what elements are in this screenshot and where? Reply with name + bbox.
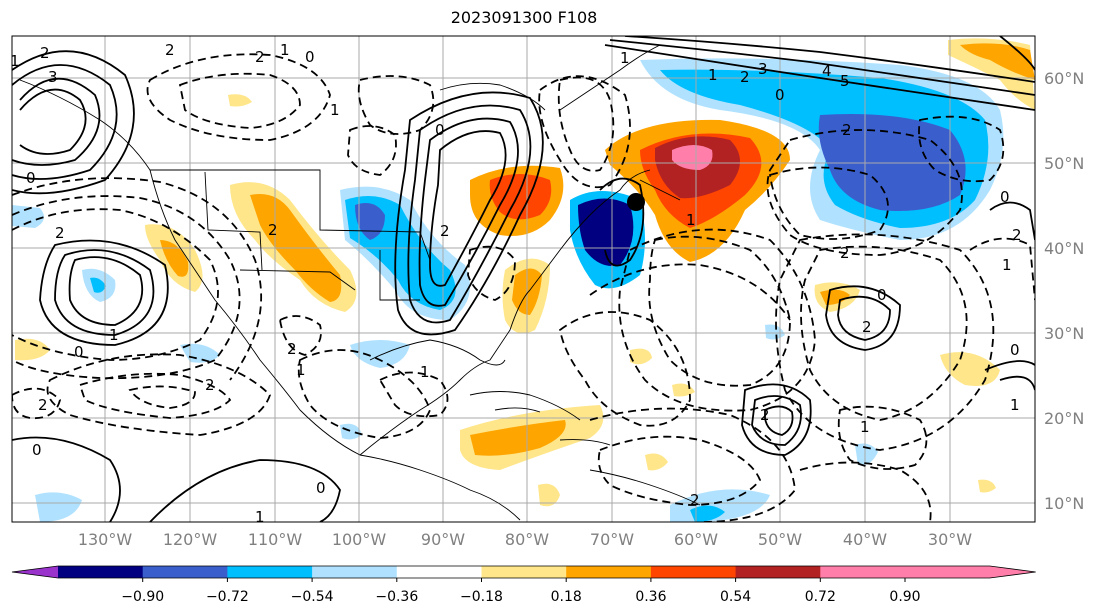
lon-label: 30°W: [928, 530, 972, 549]
colorbar-tick-label: 0.90: [889, 589, 920, 605]
lat-label: 20°N: [1044, 409, 1084, 428]
contour-label: 2: [255, 48, 265, 66]
latitude-labels: 60°N 50°N 40°N 30°N 20°N 10°N: [1044, 69, 1084, 513]
lon-label: 120°W: [163, 530, 218, 549]
lat-label: 10°N: [1044, 494, 1084, 513]
contour-label: 2: [287, 340, 297, 358]
contour-label: 1: [109, 326, 119, 344]
contour-label: 2: [268, 221, 278, 239]
contour-label-group: 2 3 2 1 0 1 2 3 4 5 0 1 1 2 2 2 0 1 2 2 …: [10, 41, 1022, 526]
contour-label: 1: [296, 361, 306, 379]
contour-label: 0: [26, 169, 36, 187]
lon-label: 110°W: [248, 530, 303, 549]
contour-label: 2: [440, 222, 450, 240]
contour-label: 1: [255, 508, 265, 526]
contour-label: 2: [165, 41, 175, 59]
colorbar-extend-high: [989, 566, 1036, 578]
contour-label: 3: [758, 60, 768, 78]
lon-label: 100°W: [332, 530, 387, 549]
colorbar-tick-label: 0.36: [635, 589, 666, 605]
coastlines: [19, 44, 701, 521]
lat-label: 30°N: [1044, 324, 1084, 343]
lat-label: 40°N: [1044, 239, 1084, 258]
map-title: 2023091300 F108: [450, 8, 598, 27]
contour-label: 0: [316, 479, 326, 497]
colorbar-tick-label: −0.90: [121, 589, 164, 605]
contour-label: 0: [1000, 188, 1010, 206]
contour-label: 2: [55, 224, 65, 242]
colorbar-bin: [142, 566, 228, 578]
colorbar-bin: [820, 566, 906, 578]
colorbar-bin: [58, 566, 144, 578]
colorbar-bin: [650, 566, 737, 578]
contour-label: 0: [305, 48, 315, 66]
contour-label: 2: [38, 396, 48, 414]
lon-label: 80°W: [505, 530, 549, 549]
lon-label: 90°W: [421, 530, 465, 549]
colorbar-bin: [481, 566, 567, 578]
contour-label: 0: [74, 343, 84, 361]
contour-label: 1: [280, 41, 290, 59]
lon-label: 40°W: [843, 530, 887, 549]
contour-label: 3: [48, 68, 58, 86]
lat-label: 50°N: [1044, 154, 1084, 173]
contour-label: 4: [822, 62, 832, 80]
colorbar-tick-label: −0.18: [460, 589, 503, 605]
contour-label: 2: [690, 491, 700, 509]
contour-label: 2: [40, 44, 50, 62]
contour-label: 1: [620, 49, 630, 67]
lon-label: 70°W: [590, 530, 634, 549]
lon-label: 50°W: [758, 530, 802, 549]
colorbar-tick-label: 0.18: [551, 589, 582, 605]
colorbar-tick-label: 0.54: [720, 589, 751, 605]
map-frame: [11, 35, 1036, 523]
contour-label: 1: [330, 101, 340, 119]
lon-label: 130°W: [78, 530, 133, 549]
contour-label: 2: [862, 318, 872, 336]
lon-label: 60°W: [674, 530, 718, 549]
contour-label: 1: [1010, 396, 1020, 414]
contour-label: 1: [708, 66, 718, 84]
lat-label: 60°N: [1044, 69, 1084, 88]
contour-label: 0: [775, 86, 785, 104]
colorbar-bin: [735, 566, 821, 578]
contour-label: 2: [1012, 226, 1022, 244]
colorbar-bin: [312, 566, 398, 578]
contour-label: 1: [686, 211, 696, 229]
contour-label: 0: [1010, 341, 1020, 359]
contour-label: 1: [1002, 256, 1012, 274]
colorbar-tick-label: 0.72: [805, 589, 836, 605]
storm-center-marker: [627, 193, 645, 211]
colorbar-tick-label: −0.54: [291, 589, 334, 605]
colorbar-bin: [396, 566, 482, 578]
contour-label: 0: [877, 286, 887, 304]
contour-label: 2: [205, 376, 215, 394]
contour-label: 2: [760, 406, 770, 424]
contour-label: 1: [10, 52, 20, 70]
contour-label: 0: [32, 441, 42, 459]
contour-label: 1: [860, 418, 870, 436]
contour-label: 2: [842, 121, 852, 139]
colorbar: −0.90 −0.72 −0.54 −0.36 −0.18 0.18 0.36 0.54 0.7…: [11, 565, 1036, 605]
longitude-labels: 130°W 120°W 110°W 100°W 90°W 80°W 70°W 6…: [78, 530, 972, 549]
contour-label: 1: [420, 363, 430, 381]
contour-label: 2: [740, 68, 750, 86]
colorbar-extend-low: [12, 566, 58, 578]
contour-label: 2: [840, 244, 850, 262]
colorbar-bin: [566, 566, 652, 578]
colorbar-outline: [11, 565, 1036, 579]
colorbar-tick-label: −0.36: [375, 589, 418, 605]
contour-lines: [12, 36, 1035, 522]
contour-label: 5: [840, 72, 850, 90]
colorbar-tick-label: −0.72: [206, 589, 249, 605]
contour-label: 0: [435, 121, 445, 139]
colorbar-bin: [227, 566, 313, 578]
colorbar-bin: [905, 566, 991, 578]
